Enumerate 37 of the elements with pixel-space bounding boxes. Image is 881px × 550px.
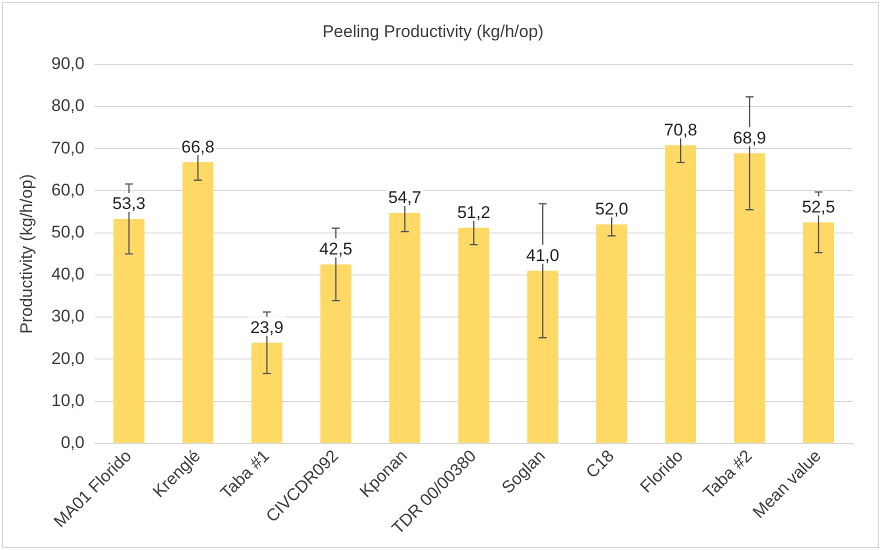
bar [458, 228, 490, 443]
y-tick-label: 30,0 [51, 306, 84, 326]
bar [182, 162, 214, 443]
data-label: 23,9 [250, 318, 284, 337]
data-label: 54,7 [388, 188, 422, 208]
y-tick-label: 50,0 [51, 222, 84, 242]
data-label: 70,8 [664, 120, 698, 140]
x-tick-label: C18 [582, 446, 618, 482]
y-tick-label: 60,0 [51, 180, 84, 200]
bar [251, 342, 282, 443]
data-label: 53,3 [112, 194, 146, 214]
data-label: 51,2 [457, 202, 490, 222]
chart-title: Peeling Productivity (kg/h/op) [322, 22, 544, 41]
data-label: 66,8 [181, 137, 214, 156]
data-label: 52,0 [595, 200, 628, 219]
data-label: 41,0 [526, 246, 560, 265]
y-tick-label: 0,0 [60, 433, 84, 452]
x-tick-label: Taba #1 [216, 446, 274, 503]
y-tick-label: 10,0 [51, 390, 84, 410]
y-tick-label: 90,0 [51, 54, 84, 74]
bar [320, 264, 352, 443]
bar [596, 224, 628, 443]
bar [113, 218, 144, 443]
data-label: 42,5 [319, 240, 352, 259]
data-label: 68,9 [733, 128, 766, 148]
x-tick-label: Taba #2 [699, 446, 756, 503]
y-axis-title: Productivity (kg/h/op) [16, 174, 36, 334]
y-tick-label: 20,0 [51, 348, 84, 368]
y-tick-label: 40,0 [51, 264, 84, 284]
bar [389, 213, 420, 443]
y-tick-label: 70,0 [51, 138, 84, 158]
bar [734, 153, 766, 443]
bar [803, 222, 834, 443]
bar [527, 270, 558, 443]
data-label: 52,5 [802, 198, 836, 216]
bar [665, 145, 696, 443]
y-tick-label: 80,0 [51, 96, 84, 116]
